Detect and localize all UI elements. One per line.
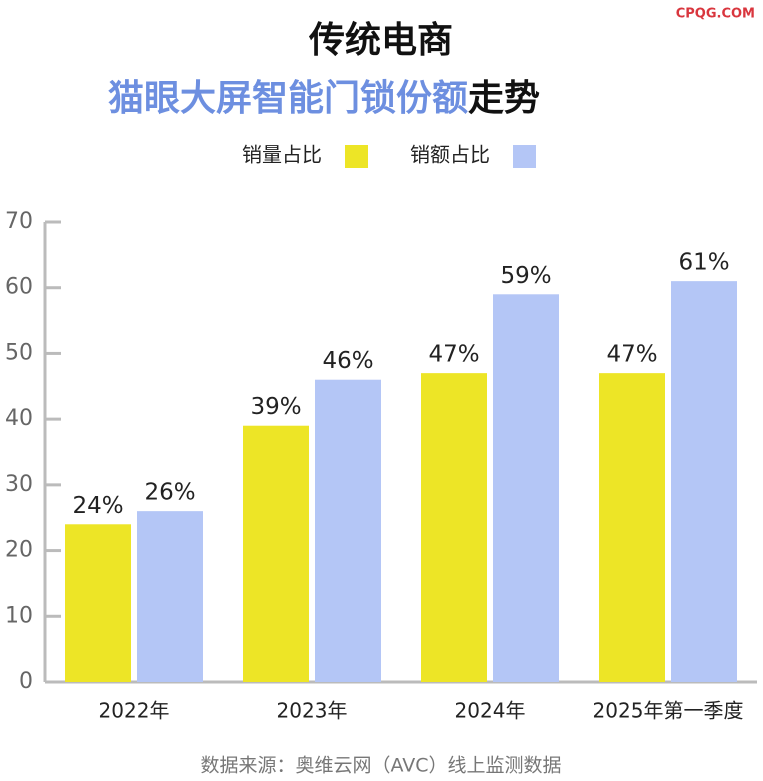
x-tick-label: 2023年 [277,699,348,723]
bar [65,524,131,682]
bar [421,373,487,682]
value-label: 59% [500,263,551,289]
bar [671,281,737,682]
value-label: 24% [72,493,123,519]
legend-label: 销额占比 [410,143,490,167]
chart-title: 传统电商 [308,20,453,61]
y-tick-label: 10 [5,603,33,628]
bar [315,379,381,682]
y-tick-label: 20 [5,538,33,563]
x-tick-label: 2024年 [455,699,526,723]
watermark: CPQG.COM [676,7,755,22]
value-label: 26% [144,480,195,506]
bar [243,425,309,682]
legend-label: 销量占比 [242,143,322,167]
value-label: 61% [678,250,729,276]
y-tick-label: 60 [5,275,33,300]
legend-swatch [345,145,368,168]
bar [599,373,665,682]
y-tick-label: 70 [5,209,33,234]
value-label: 47% [428,342,479,368]
y-tick-label: 50 [5,340,33,365]
value-label: 39% [250,394,301,420]
subtitle-rest: 走势 [468,78,540,119]
x-tick-label: 2022年 [99,699,170,723]
chart-subtitle: 猫眼大屏智能门锁份额走势 [108,78,540,119]
y-tick-label: 40 [5,406,33,431]
value-label: 47% [606,342,657,368]
y-tick-label: 30 [5,472,33,497]
source-note: 数据来源：奥维云网（AVC）线上监测数据 [200,755,561,777]
bar [493,294,559,682]
x-tick-label: 2025年第一季度 [593,699,744,723]
subtitle-highlight: 猫眼大屏智能门锁份额 [108,78,468,119]
bar [137,511,203,682]
legend-swatch [513,145,536,168]
value-label: 46% [322,348,373,374]
y-tick-label: 0 [19,669,33,694]
